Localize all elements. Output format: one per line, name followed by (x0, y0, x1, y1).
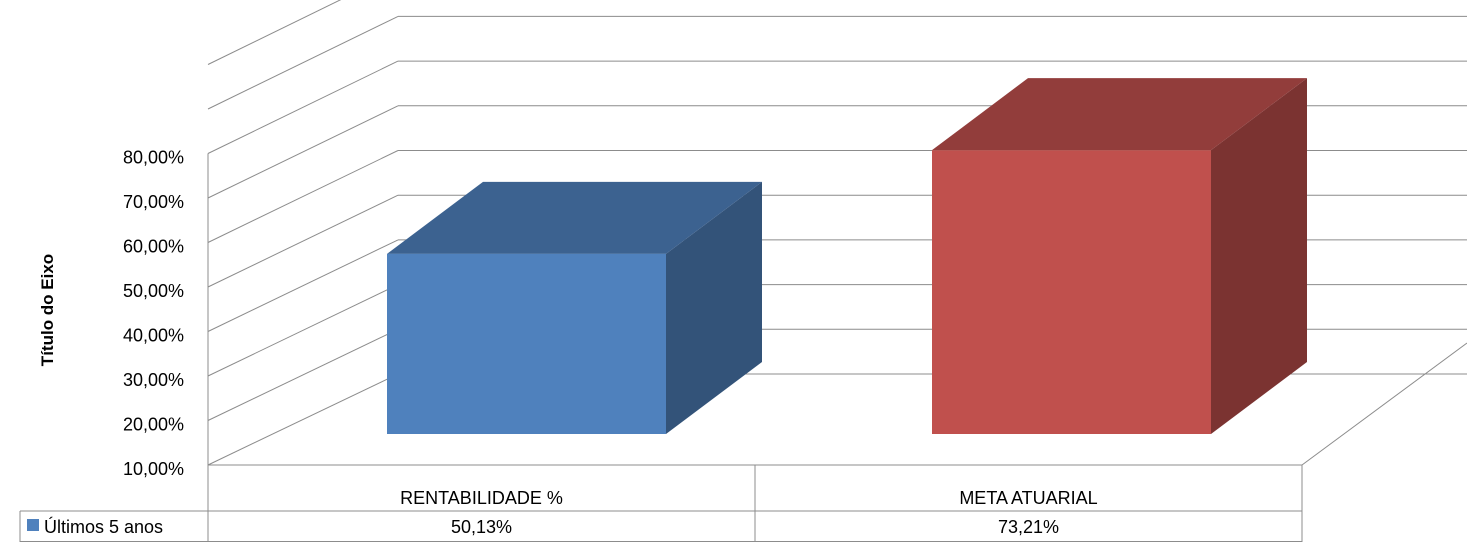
data-table: RENTABILIDADE % META ATUARIAL Últimos 5 an… (19, 465, 1303, 542)
gridline-side (207, 284, 399, 377)
y-tick-label: 50,00% (123, 281, 184, 301)
gridline-side (207, 105, 399, 199)
gridline-side (207, 150, 399, 243)
bar-front-face (387, 253, 666, 434)
gridline-side (207, 0, 342, 65)
gridline-side (207, 373, 399, 466)
data-label: 73,21% (998, 517, 1059, 537)
gridline-side (207, 15, 399, 110)
y-tick-label: 20,00% (123, 415, 184, 435)
bar-side-face (1211, 78, 1307, 434)
y-tick-label: 30,00% (123, 370, 184, 390)
gridline-side (207, 239, 399, 332)
bar-side-face (666, 181, 762, 434)
legend-key (27, 519, 39, 531)
bar-2 (932, 78, 1307, 434)
y-tick-label: 60,00% (123, 237, 184, 257)
bar-top-face (932, 78, 1307, 151)
y-tick-label: 80,00% (123, 148, 184, 168)
y-axis: 10,00% 20,00% 30,00% 40,00% 50,00% 60,00% 70,0… (123, 148, 184, 480)
y-axis-title: Título do Eixo (38, 254, 57, 366)
data-label: 50,13% (451, 517, 512, 537)
chart-bars (387, 78, 1307, 434)
category-label: META ATUARIAL (959, 488, 1097, 508)
gridline-side (207, 328, 399, 421)
gridline-side (207, 194, 399, 288)
bar-front-face (932, 150, 1211, 434)
bar-1 (387, 181, 762, 434)
category-label: RENTABILIDADE % (400, 488, 563, 508)
gridline-side (207, 60, 399, 154)
bar-top-face (387, 181, 762, 254)
y-tick-label: 70,00% (123, 192, 184, 212)
y-tick-label: 40,00% (123, 326, 184, 346)
y-tick-label: 10,00% (123, 459, 184, 479)
floor-right-edge (1301, 342, 1467, 466)
series-name: Últimos 5 anos (44, 516, 163, 537)
